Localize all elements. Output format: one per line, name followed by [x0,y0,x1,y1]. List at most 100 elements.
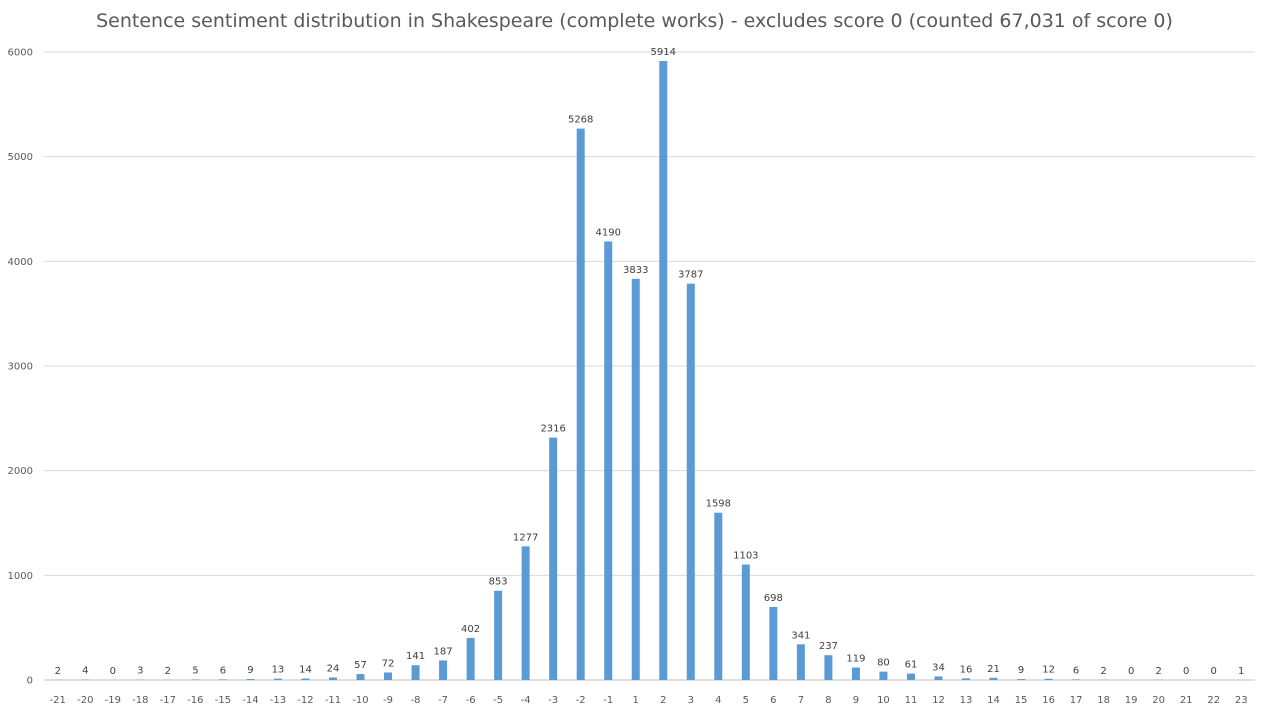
bar [576,128,585,681]
bar [328,677,337,680]
y-tick-label: 2000 [8,466,33,477]
x-tick-label: 9 [853,695,859,706]
x-tick-label: 6 [770,695,776,706]
x-tick-label: 16 [1042,695,1055,706]
bar [824,655,833,680]
data-label: 1103 [733,551,758,562]
bar [246,679,255,680]
bar [962,678,971,680]
data-label: 5914 [651,47,676,58]
bar [439,660,448,680]
x-tick-label: 21 [1180,695,1193,706]
bar [384,672,393,680]
x-tick-label: -10 [352,695,368,706]
data-label: 1277 [513,532,538,543]
data-label: 6 [1073,665,1079,676]
y-axis-ticks: 0 1000 2000 3000 4000 5000 6000 [8,48,33,687]
x-tick-label: -17 [160,695,176,706]
x-tick-label: 5 [743,695,749,706]
bar [631,278,640,680]
data-label: 3 [137,666,143,677]
x-tick-label: -14 [242,695,258,706]
x-tick-label: -16 [187,695,203,706]
x-tick-label: -4 [521,695,531,706]
data-label: 1598 [706,499,731,510]
bar [466,637,475,680]
gridlines [44,51,1255,681]
data-label: 341 [791,630,810,641]
data-label: 4 [82,666,88,677]
x-tick-label: -3 [548,695,558,706]
bar [218,679,227,680]
x-tick-label: -21 [50,695,66,706]
y-tick-label: 0 [27,676,33,687]
bar [191,679,200,680]
bar [521,546,530,680]
bar [301,678,310,680]
data-label: 187 [434,646,453,657]
data-label: 402 [461,624,480,635]
x-tick-label: -19 [105,695,121,706]
data-label: 0 [1128,666,1134,677]
x-tick-label: 19 [1125,695,1138,706]
data-label: 3833 [623,265,648,276]
data-label: 0 [1183,666,1189,677]
data-label: 3787 [678,270,703,281]
data-label: 24 [327,663,340,674]
data-label: 21 [987,664,1000,675]
data-label: 6 [220,665,226,676]
data-label: 2 [1100,666,1106,677]
data-label: 13 [272,665,285,676]
data-label: 12 [1042,665,1055,676]
data-label: 1 [1238,666,1244,677]
x-axis-ticks: -21 -20 -19 -18 -17 -16 -15 -14 -13 -12 -11 -10 -9 -8… [50,695,1248,706]
x-tick-label: 15 [1015,695,1028,706]
bar [741,564,750,680]
bar [1044,678,1053,680]
bar [851,667,860,680]
bar [879,671,888,680]
bar [1017,679,1026,680]
bar [494,590,503,680]
x-tick-label: -5 [493,695,503,706]
data-label: 0 [1211,666,1217,677]
data-label: 119 [846,654,865,665]
x-tick-label: 12 [932,695,945,706]
x-tick-label: -15 [215,695,231,706]
y-tick-label: 5000 [8,152,33,163]
x-tick-label: 23 [1235,695,1248,706]
bars [53,61,1246,681]
x-tick-label: 3 [688,695,694,706]
data-label: 0 [110,666,116,677]
data-label: 5268 [568,115,593,126]
data-label: 80 [877,658,890,669]
y-tick-label: 3000 [8,362,33,373]
x-tick-label: 4 [715,695,721,706]
x-tick-label: 20 [1152,695,1165,706]
x-tick-label: 17 [1070,695,1083,706]
bar [989,677,998,680]
y-tick-label: 6000 [8,48,33,59]
x-tick-label: -8 [411,695,421,706]
x-tick-label: 1 [633,695,639,706]
y-tick-label: 4000 [8,257,33,268]
y-tick-label: 1000 [8,571,33,582]
x-tick-label: -18 [132,695,148,706]
x-tick-label: -9 [383,695,393,706]
x-tick-label: -13 [270,695,286,706]
data-label: 237 [819,641,838,652]
bar [1072,679,1081,680]
x-tick-label: -11 [325,695,341,706]
data-label: 9 [247,665,253,676]
x-tick-label: 7 [798,695,804,706]
x-tick-label: 10 [877,695,890,706]
data-label: 57 [354,660,367,671]
bar [714,512,723,680]
x-tick-label: 18 [1097,695,1110,706]
x-tick-label: -1 [603,695,613,706]
x-tick-label: 14 [987,695,1000,706]
x-tick-label: -6 [466,695,476,706]
x-tick-label: 22 [1207,695,1220,706]
